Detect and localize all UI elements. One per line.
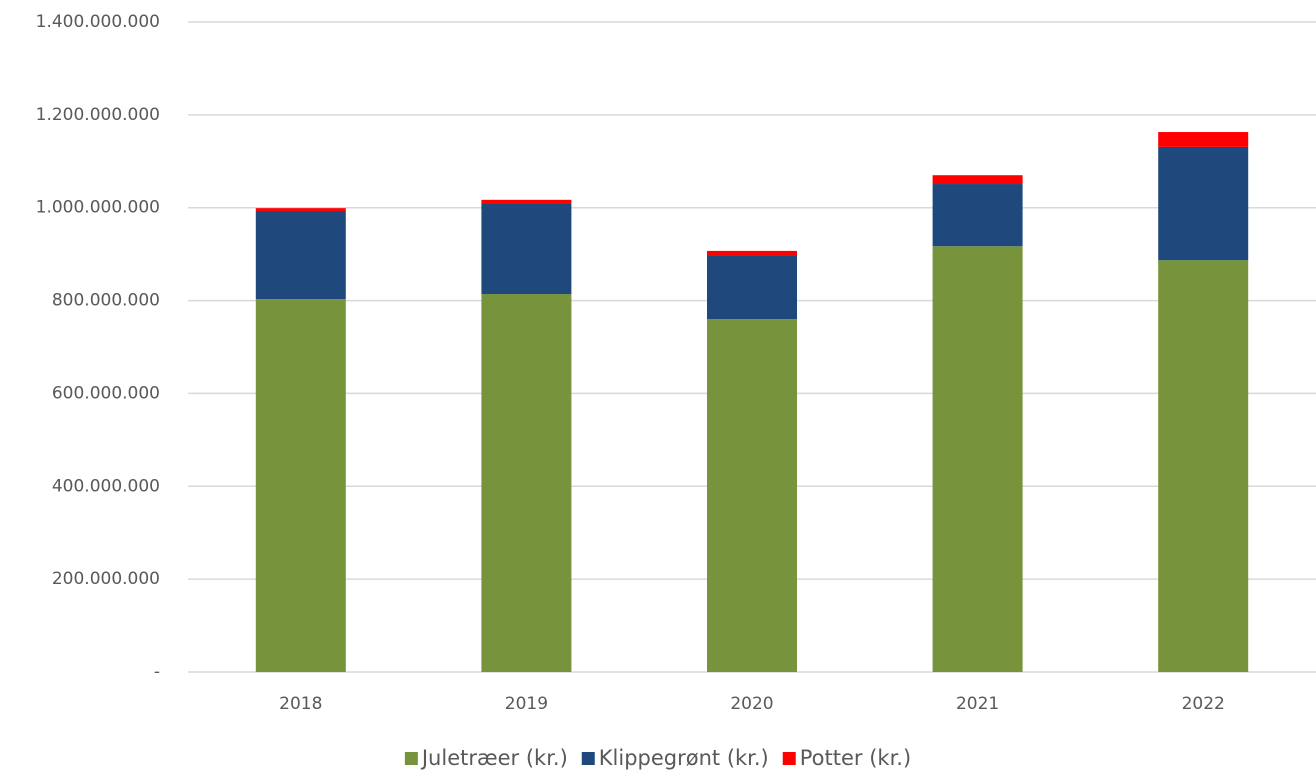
bar-segment [255,210,346,300]
bar-segment [255,299,346,672]
x-tick-label: 2020 [730,694,773,714]
bar-segment [707,319,797,672]
x-tick-label: 2021 [956,694,999,714]
bar-segment [481,294,572,672]
bar-segment [707,255,797,320]
y-tick-label: 1.200.000.000 [36,105,160,125]
legend-marker [782,752,796,765]
legend-marker [581,752,595,765]
bar-segment [1158,132,1249,147]
bar-segment [255,208,346,211]
y-tick-label: - [154,662,160,682]
bar-segment [707,250,797,256]
bar-segment [481,203,572,295]
bar-segment [1158,260,1249,672]
bar-segment [1158,146,1249,261]
legend-marker [404,752,418,765]
y-tick-label: 600.000.000 [52,383,160,403]
y-tick-label: 400.000.000 [52,476,160,496]
y-tick-label: 1.000.000.000 [36,198,160,218]
x-tick-label: 2022 [1182,694,1225,714]
x-tick-label: 2018 [279,694,322,714]
bar-segment [481,199,572,204]
legend-label: Klippegrønt (kr.) [599,746,769,770]
legend-label: Juletræer (kr.) [420,746,568,770]
bar-segment [932,175,1023,185]
legend-label: Potter (kr.) [800,746,911,770]
bar-segment [932,246,1023,672]
y-tick-label: 800.000.000 [52,291,160,311]
y-tick-label: 1.400.000.000 [36,12,160,32]
x-tick-label: 2019 [505,694,548,714]
bar-segment [932,184,1023,247]
y-tick-label: 200.000.000 [52,569,160,589]
